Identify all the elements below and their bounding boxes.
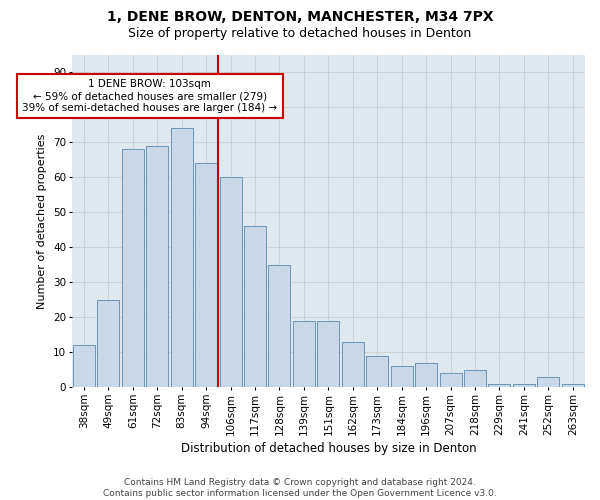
Text: 1 DENE BROW: 103sqm
← 59% of detached houses are smaller (279)
39% of semi-detac: 1 DENE BROW: 103sqm ← 59% of detached ho… bbox=[22, 80, 277, 112]
Bar bbox=[293, 321, 315, 388]
Bar bbox=[170, 128, 193, 388]
Bar bbox=[220, 178, 242, 388]
Bar bbox=[317, 321, 340, 388]
Text: Contains HM Land Registry data © Crown copyright and database right 2024.
Contai: Contains HM Land Registry data © Crown c… bbox=[103, 478, 497, 498]
Bar bbox=[342, 342, 364, 388]
Y-axis label: Number of detached properties: Number of detached properties bbox=[37, 134, 47, 309]
X-axis label: Distribution of detached houses by size in Denton: Distribution of detached houses by size … bbox=[181, 442, 476, 455]
Bar bbox=[562, 384, 584, 388]
Bar bbox=[268, 265, 290, 388]
Bar bbox=[488, 384, 511, 388]
Bar bbox=[244, 226, 266, 388]
Bar bbox=[146, 146, 168, 388]
Bar bbox=[440, 374, 461, 388]
Bar bbox=[97, 300, 119, 388]
Bar bbox=[513, 384, 535, 388]
Bar bbox=[415, 363, 437, 388]
Bar bbox=[538, 377, 559, 388]
Bar bbox=[73, 346, 95, 388]
Bar bbox=[391, 366, 413, 388]
Bar bbox=[195, 164, 217, 388]
Bar bbox=[464, 370, 486, 388]
Text: Size of property relative to detached houses in Denton: Size of property relative to detached ho… bbox=[128, 28, 472, 40]
Bar bbox=[366, 356, 388, 388]
Bar bbox=[122, 150, 144, 388]
Text: 1, DENE BROW, DENTON, MANCHESTER, M34 7PX: 1, DENE BROW, DENTON, MANCHESTER, M34 7P… bbox=[107, 10, 493, 24]
